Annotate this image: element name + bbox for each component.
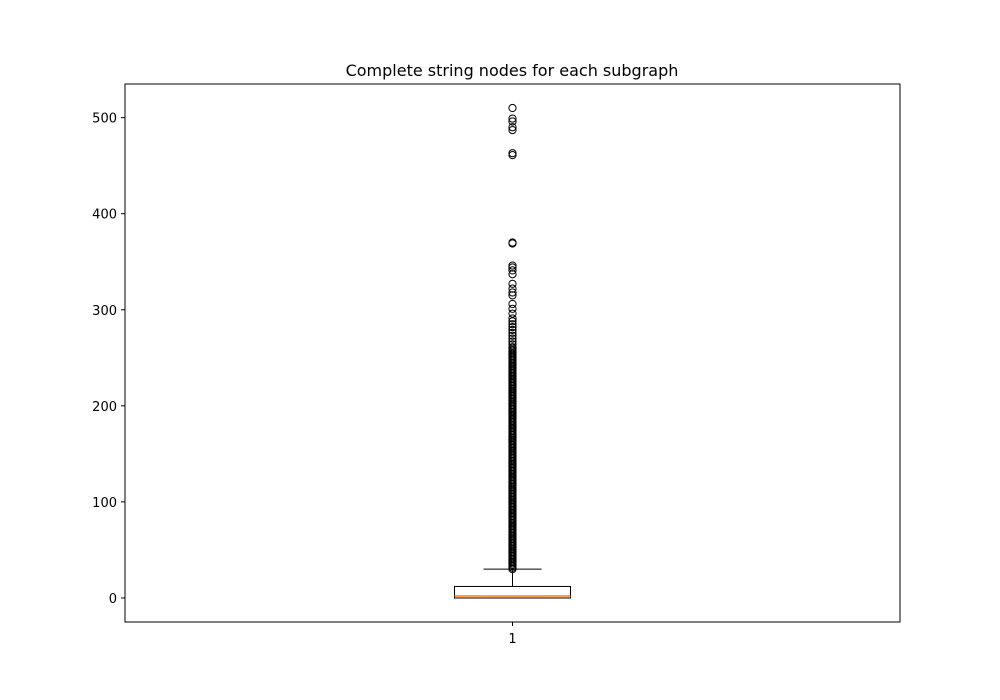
outlier-point (508, 288, 517, 297)
axes: 0 100 200 300 400 500 1 (92, 112, 516, 647)
chart-title: Complete string nodes for each subgraph (346, 61, 679, 80)
outlier-point (508, 320, 517, 329)
outlier-point (508, 314, 517, 323)
outlier-point (508, 291, 517, 300)
outlier-point (508, 279, 517, 288)
outlier-point (508, 317, 517, 326)
outlier-point (508, 337, 517, 346)
outlier-point (508, 126, 517, 135)
y-tick-label: 100 (92, 496, 117, 511)
outlier-point (508, 266, 517, 275)
outlier-point (508, 114, 517, 123)
y-tick-label: 200 (92, 400, 117, 415)
outlier-point (508, 150, 517, 160)
outlier-point (508, 103, 517, 113)
y-tick-label: 300 (92, 304, 117, 319)
outlier-point (508, 322, 517, 332)
outlier-point (508, 270, 517, 279)
y-tick-label: 0 (109, 592, 117, 607)
outlier-point (508, 325, 517, 335)
y-tick-label: 500 (92, 112, 117, 127)
outlier-point (508, 117, 517, 126)
iqr-box (454, 585, 571, 599)
outlier-point (508, 340, 517, 349)
outlier-point (508, 331, 517, 340)
plot-area (454, 103, 571, 599)
outlier-point (508, 343, 517, 352)
x-tick-label: 1 (508, 632, 516, 647)
outlier-point (508, 123, 517, 132)
outlier-point (508, 239, 517, 248)
outlier-point (508, 304, 517, 313)
y-tick-label: 400 (92, 208, 117, 223)
outlier-point (508, 299, 517, 309)
outlier-point (508, 334, 517, 343)
outlier-point (508, 328, 517, 337)
